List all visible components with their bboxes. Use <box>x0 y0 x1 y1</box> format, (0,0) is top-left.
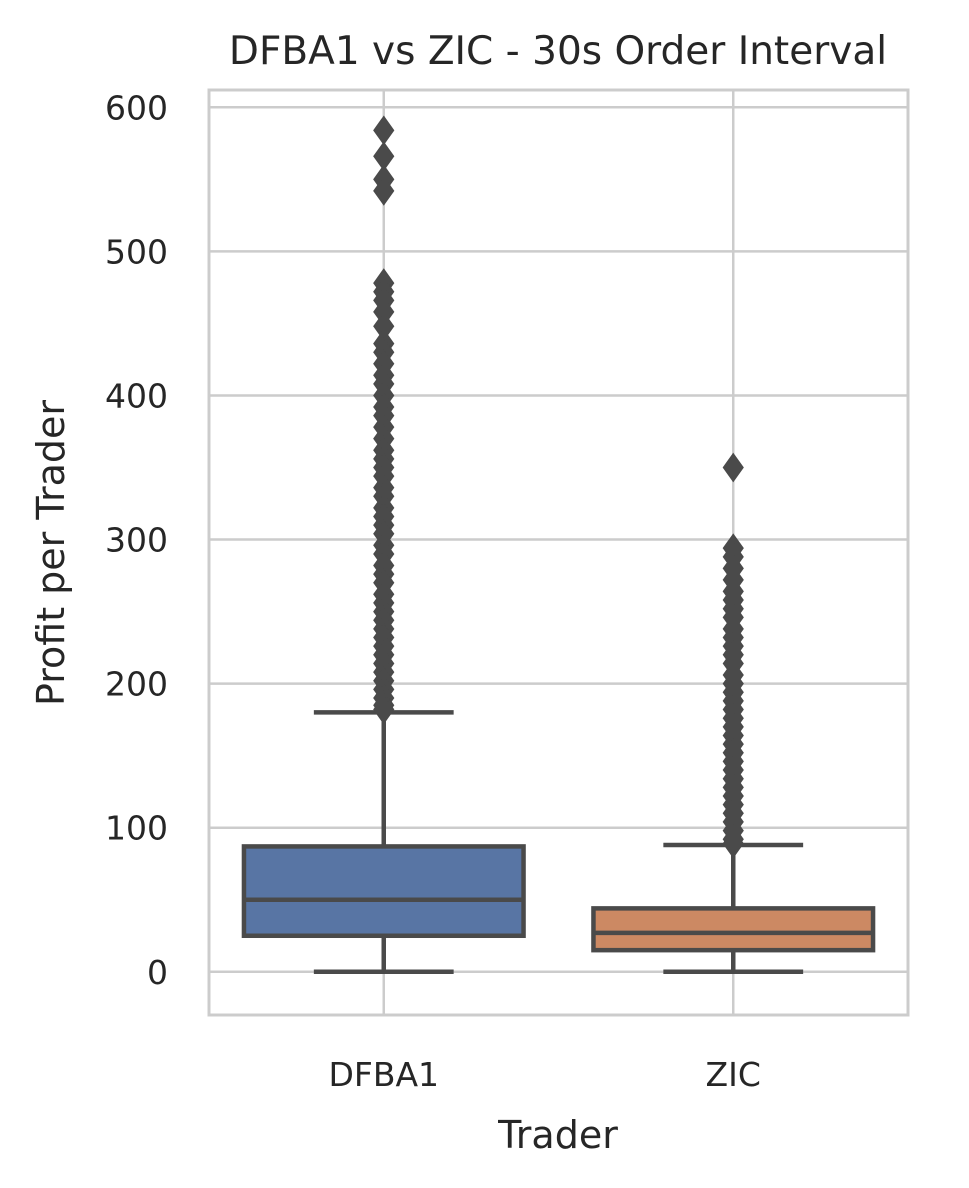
y-tick-label: 500 <box>105 232 168 271</box>
outlier-point <box>722 828 744 859</box>
y-tick-label: 200 <box>105 665 168 704</box>
x-tick-label: ZIC <box>706 1055 761 1094</box>
y-tick-label: 400 <box>105 376 168 415</box>
plot-area-frame <box>207 88 910 1017</box>
chart-title: DFBA1 vs ZIC - 30s Order Interval <box>229 29 887 74</box>
x-axis-title: Trader <box>497 1113 618 1157</box>
y-tick-label: 300 <box>105 521 168 560</box>
iqr-box <box>241 844 526 939</box>
tick-labels: 0 100 200 300 400 500 600 DFBA1 ZIC <box>105 88 761 1094</box>
y-axis-title: Profit per Trader <box>29 400 73 706</box>
boxes-layer <box>241 115 876 975</box>
y-tick-label: 0 <box>147 953 168 992</box>
box-group-dfba1 <box>241 115 526 975</box>
y-tick-label: 600 <box>105 88 168 127</box>
iqr-box <box>591 906 876 953</box>
outlier-point <box>722 452 744 483</box>
x-tick-label: DFBA1 <box>328 1055 439 1094</box>
y-tick-label: 100 <box>105 809 168 848</box>
outlier-point <box>373 175 395 206</box>
outlier-point <box>373 115 395 146</box>
box-group-zic <box>591 452 876 975</box>
outlier-point <box>373 694 395 725</box>
